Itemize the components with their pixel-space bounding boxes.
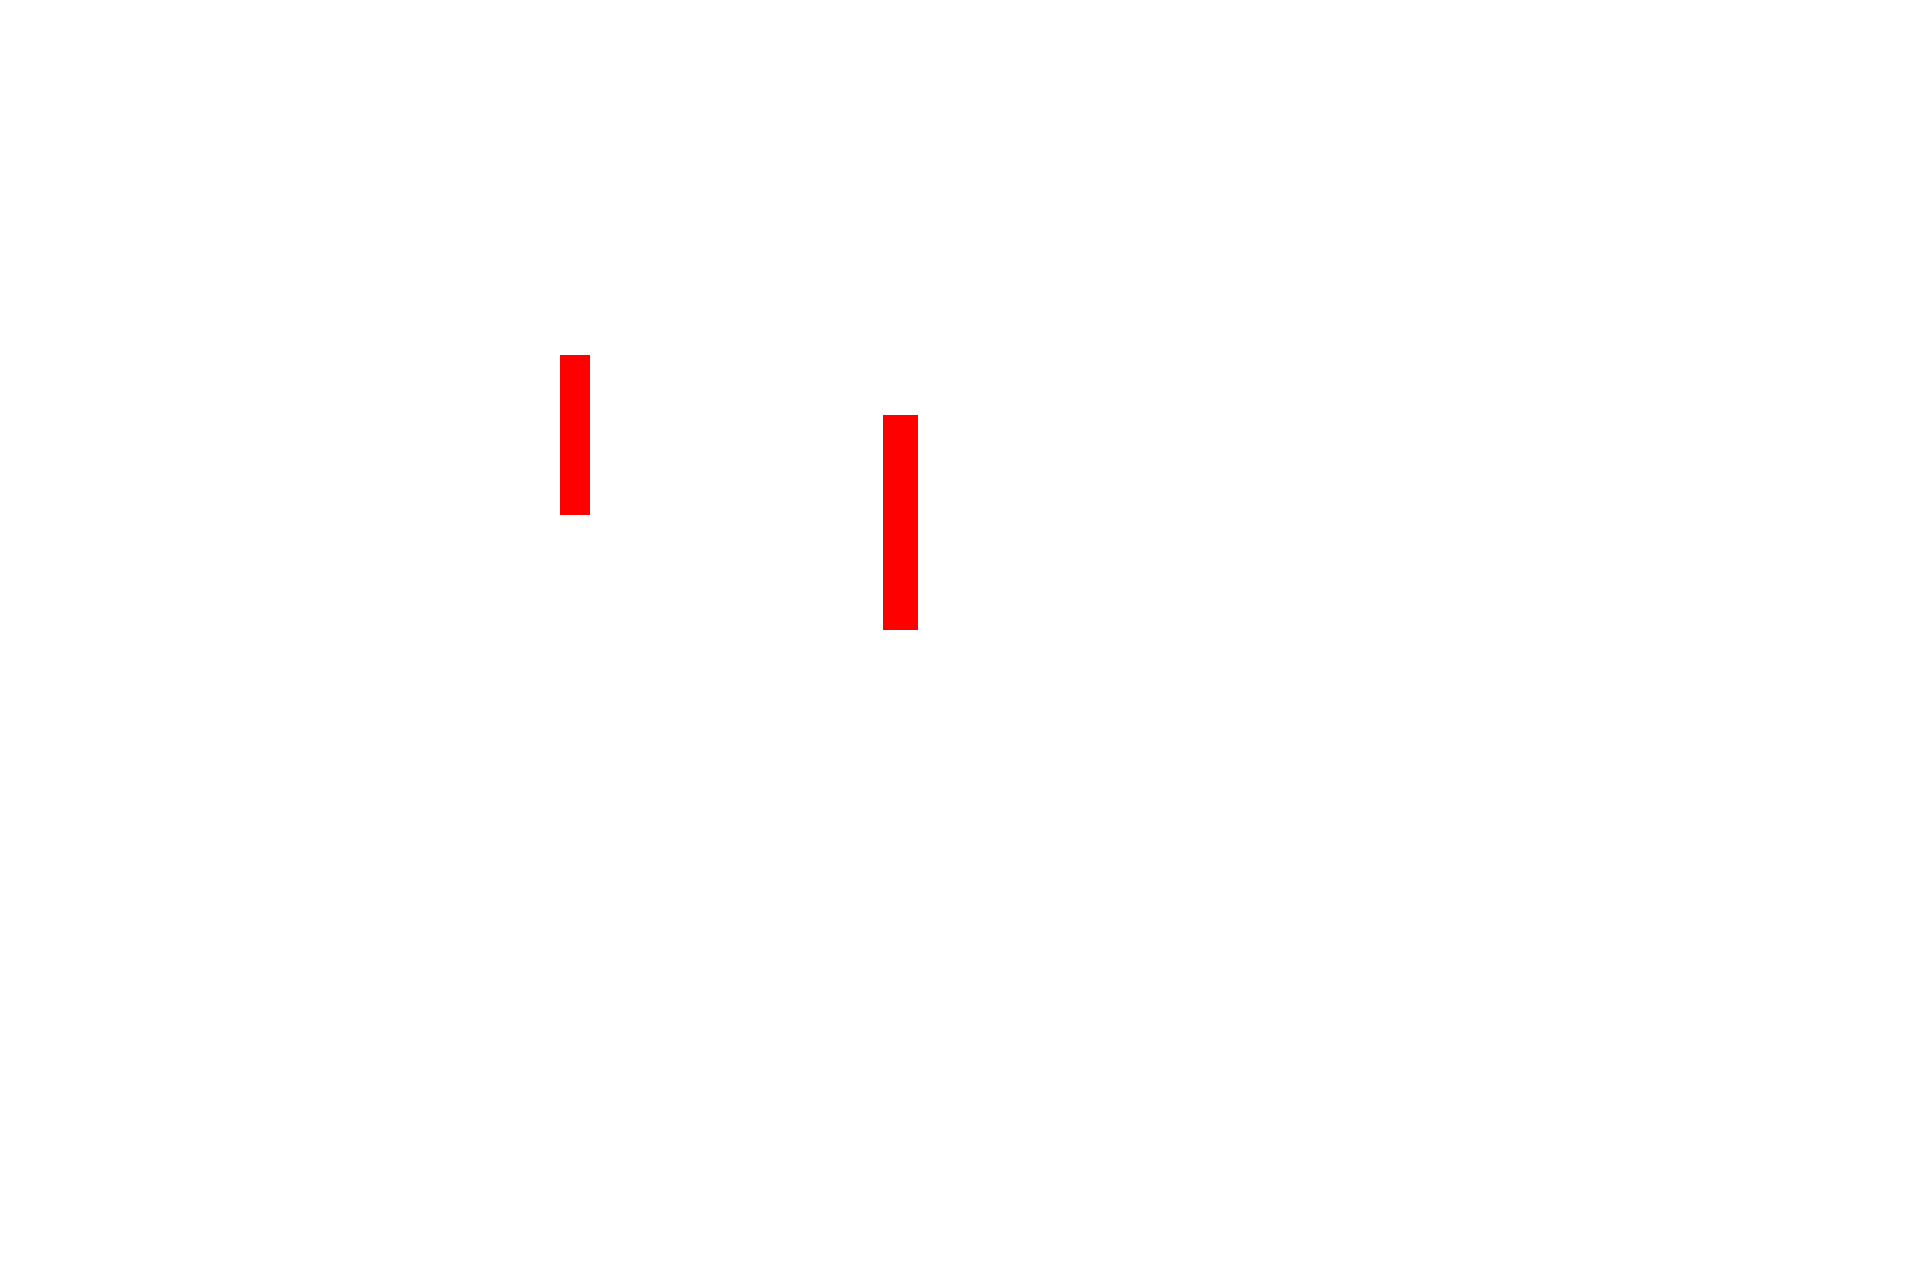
Bar (561, 355, 589, 515)
Bar (883, 415, 918, 630)
